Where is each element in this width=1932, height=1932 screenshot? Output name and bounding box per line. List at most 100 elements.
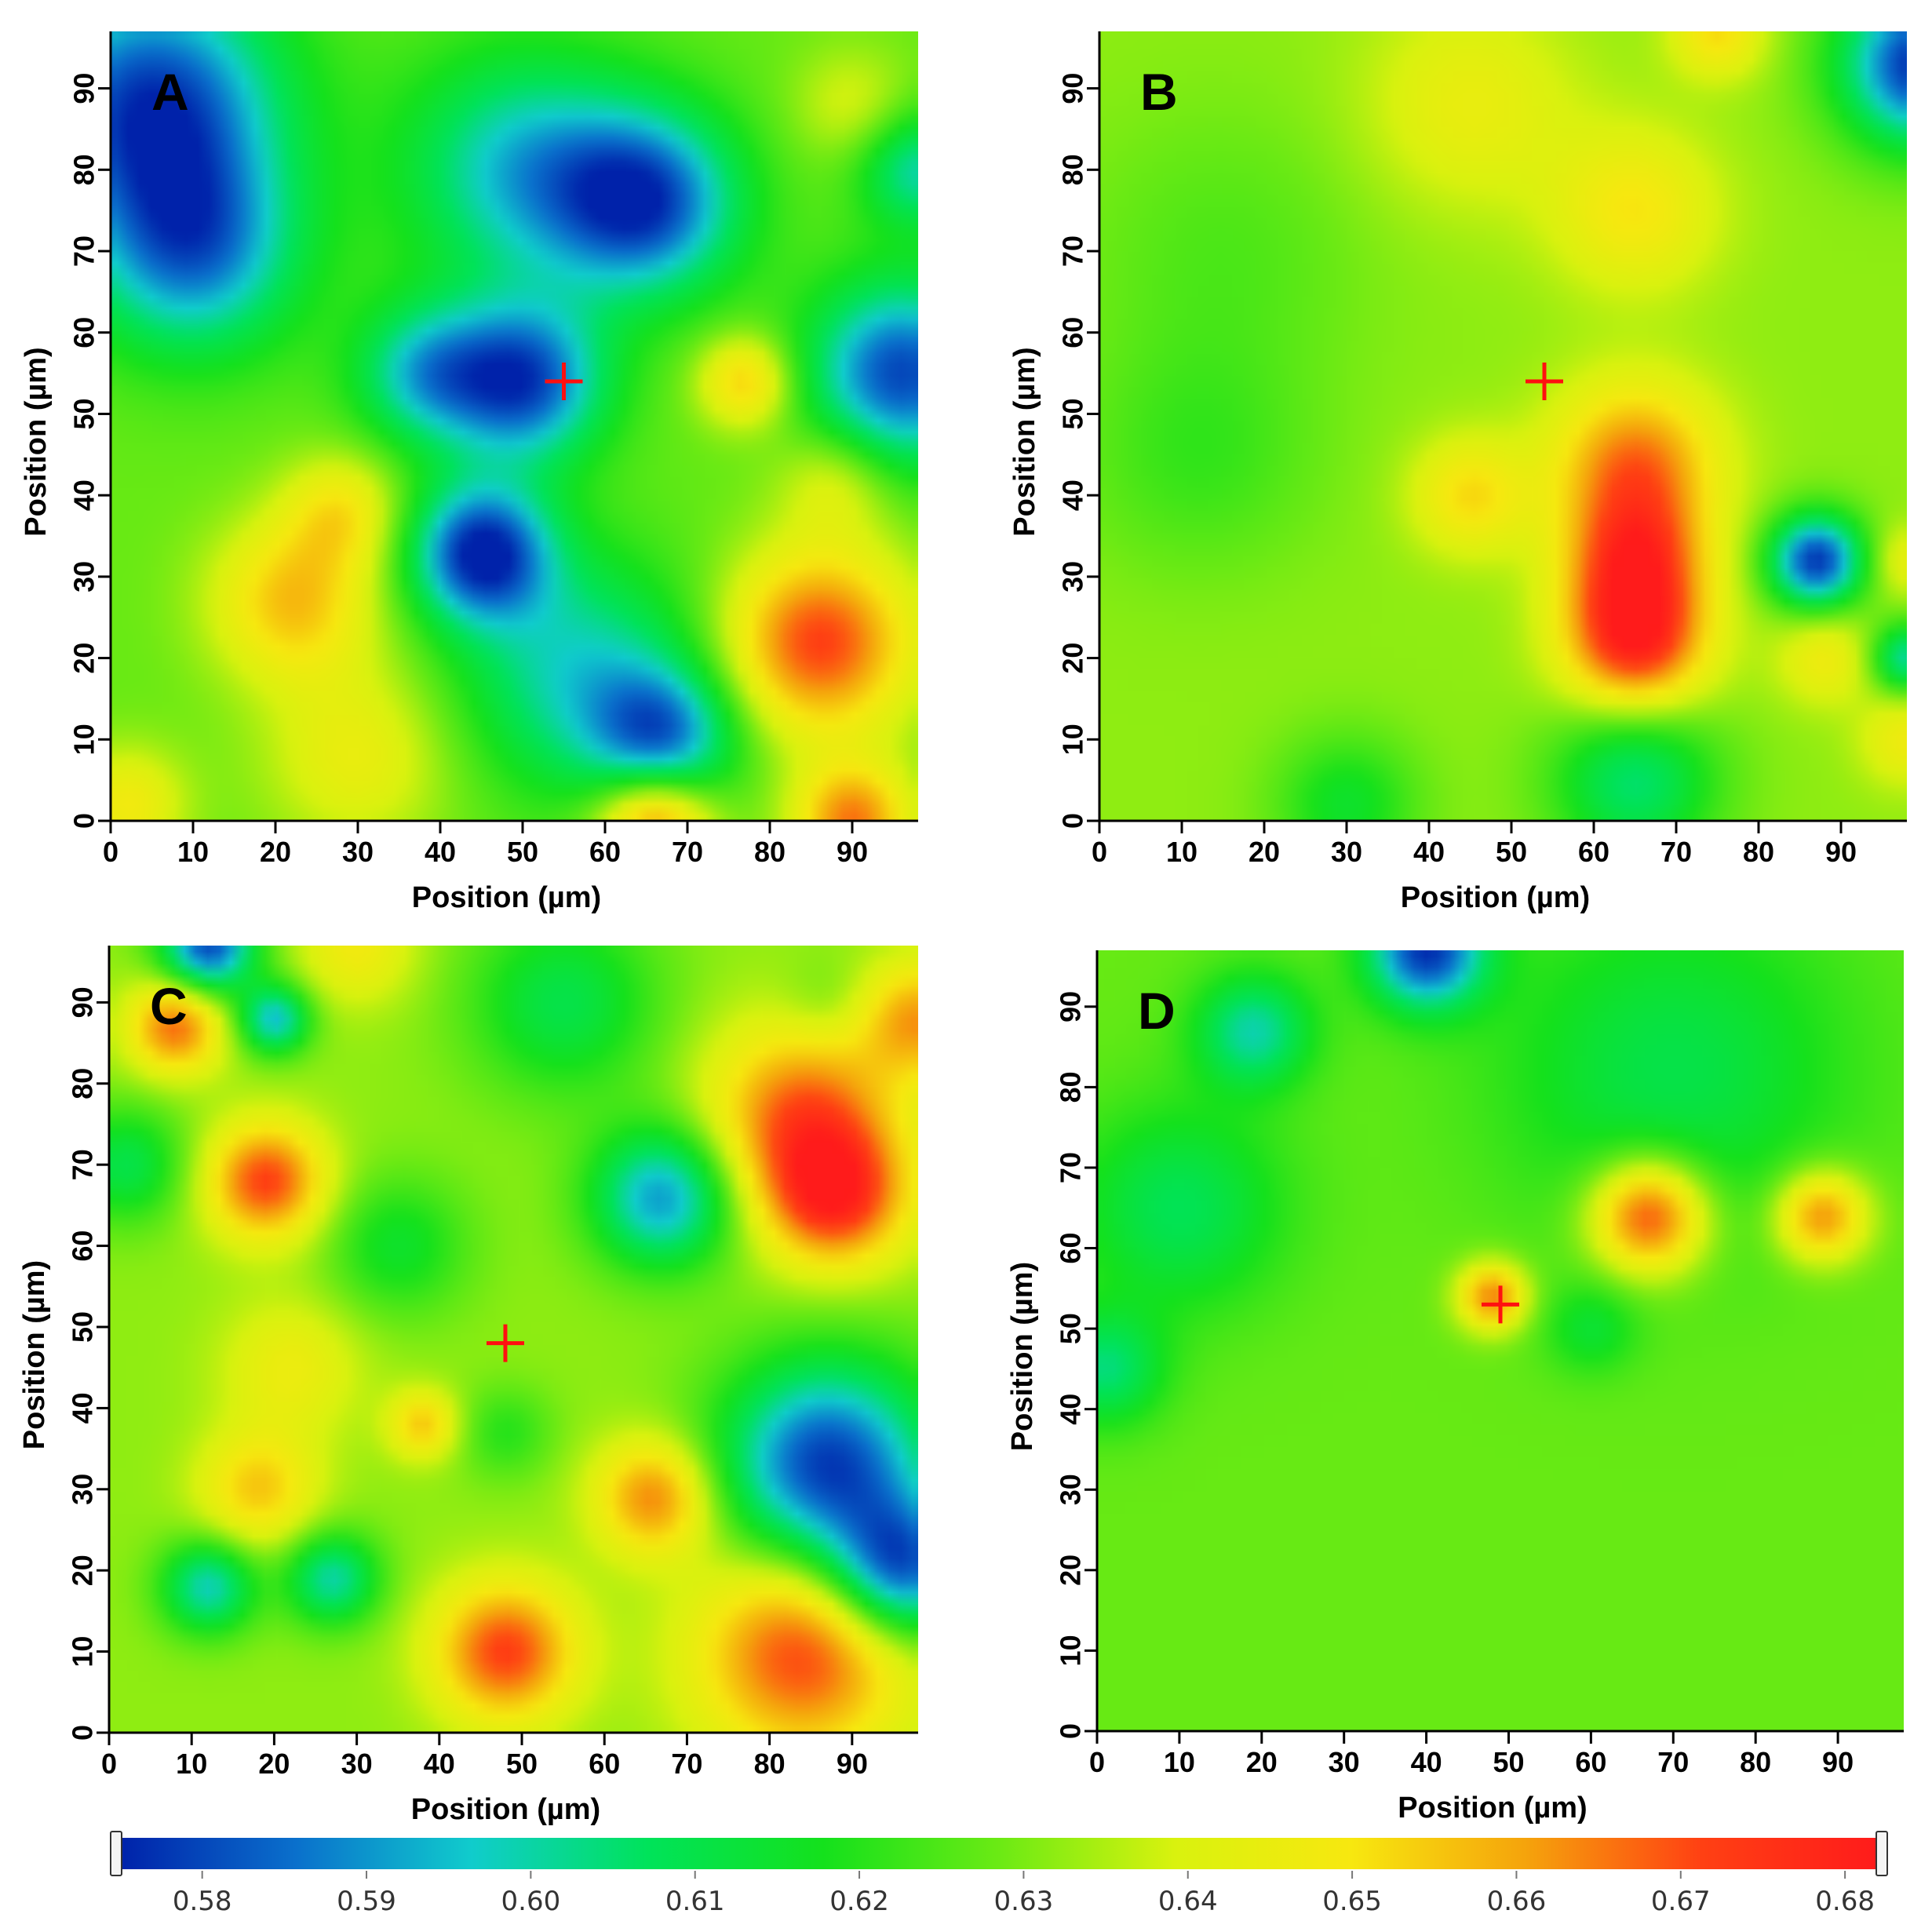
x-tick-label: 30 <box>1329 1746 1360 1778</box>
y-tick-label: 50 <box>67 1311 99 1343</box>
x-tick-label: 50 <box>506 1748 538 1780</box>
y-tick-label: 50 <box>1055 1313 1087 1344</box>
colorbar-tick-label: 0.61 <box>665 1886 725 1917</box>
colorbar-tick-label: 0.58 <box>173 1886 232 1917</box>
y-tick-label: 70 <box>68 235 100 267</box>
panel-letter: A <box>151 63 189 121</box>
y-tick-label: 20 <box>68 643 100 674</box>
y-axis-label: Position (µm) <box>1006 1262 1039 1451</box>
x-tick-label: 90 <box>1825 836 1857 868</box>
x-tick-label: 80 <box>1740 1746 1771 1778</box>
x-tick-label: 60 <box>589 1748 620 1780</box>
marker-cross <box>1526 362 1563 400</box>
y-tick-label: 90 <box>67 986 99 1018</box>
y-tick-label: 40 <box>1055 1394 1087 1425</box>
marker-cross <box>486 1324 524 1362</box>
y-tick-label: 0 <box>1057 813 1089 829</box>
panel-a: 0 10 20 30 40 50 60 70 80 90 0 10 20 30 40 50 60 70 80 90 Po… <box>20 31 918 914</box>
panel-c: 0 10 20 30 40 50 60 70 80 90 0 10 20 30 40 50 60 70 80 90 Po… <box>18 946 918 1826</box>
x-tick-label: 70 <box>671 1748 702 1780</box>
y-tick-label: 10 <box>68 724 100 755</box>
x-tick-label: 90 <box>837 836 868 868</box>
y-tick-label: 30 <box>68 561 100 592</box>
y-tick-label: 80 <box>68 154 100 185</box>
y-tick-label: 90 <box>68 73 100 104</box>
heatmap-c <box>109 946 918 1733</box>
panel-b: 0 10 20 30 40 50 60 70 80 90 0 10 20 30 40 50 60 70 80 90 Po… <box>1008 31 1907 914</box>
marker-cross <box>1482 1285 1519 1324</box>
x-axis-label: Position (µm) <box>1401 881 1590 914</box>
y-axis-label: Position (µm) <box>18 1260 51 1449</box>
x-tick-label: 90 <box>837 1748 868 1780</box>
y-tick-label: 80 <box>1055 1071 1087 1103</box>
x-tick-label: 10 <box>1164 1746 1195 1778</box>
colorbar: 0.58 0.59 0.60 0.61 0.62 0.63 0.64 0.65 0.66 0.67… <box>110 1831 1888 1917</box>
colorbar-max-handle[interactable] <box>1875 1831 1888 1876</box>
y-tick-label: 80 <box>1057 154 1089 185</box>
x-tick-label: 60 <box>1575 1746 1606 1778</box>
x-tick-label: 70 <box>1660 836 1692 868</box>
y-tick-label: 0 <box>1055 1723 1087 1739</box>
colorbar-tick-label: 0.62 <box>829 1886 889 1917</box>
y-axis-label: Position (µm) <box>1008 347 1041 536</box>
y-tick-label: 40 <box>1057 479 1089 511</box>
x-tick-label: 80 <box>1743 836 1774 868</box>
y-tick-label: 20 <box>67 1555 99 1586</box>
x-tick-label: 30 <box>342 836 374 868</box>
y-tick-label: 70 <box>1055 1152 1087 1183</box>
y-tick-label: 40 <box>67 1392 99 1423</box>
y-axis-label: Position (µm) <box>20 347 53 536</box>
y-tick-label: 30 <box>67 1474 99 1505</box>
x-tick-label: 20 <box>258 1748 290 1780</box>
heatmap-a <box>111 31 918 821</box>
x-tick-label: 20 <box>260 836 291 868</box>
x-tick-label: 30 <box>341 1748 373 1780</box>
x-axis-label: Position (µm) <box>411 1793 600 1826</box>
y-tick-label: 10 <box>1055 1635 1087 1666</box>
colorbar-tick-label: 0.60 <box>501 1886 561 1917</box>
x-tick-label: 40 <box>1411 1746 1442 1778</box>
panel-d: 0 10 20 30 40 50 60 70 80 90 0 10 20 30 40 50 60 70 80 90 Po… <box>1006 950 1904 1824</box>
x-tick-label: 70 <box>1657 1746 1689 1778</box>
x-axis-label: Position (µm) <box>412 881 601 914</box>
y-tick-label: 20 <box>1057 643 1089 674</box>
colorbar-tick-label: 0.68 <box>1815 1886 1875 1917</box>
x-tick-label: 30 <box>1331 836 1362 868</box>
x-tick-label: 10 <box>176 1748 207 1780</box>
y-tick-label: 10 <box>1057 724 1089 755</box>
x-tick-label: 50 <box>1493 1746 1524 1778</box>
y-tick-label: 70 <box>1057 235 1089 267</box>
x-tick-label: 0 <box>1092 836 1107 868</box>
panel-letter: D <box>1138 982 1176 1040</box>
y-tick-label: 30 <box>1055 1474 1087 1505</box>
y-tick-label: 30 <box>1057 561 1089 592</box>
y-tick-label: 60 <box>1057 317 1089 348</box>
y-tick-label: 50 <box>1057 398 1089 429</box>
colorbar-gradient <box>120 1838 1878 1869</box>
x-tick-label: 0 <box>101 1748 117 1780</box>
heatmap-b <box>1099 31 1907 821</box>
x-tick-label: 20 <box>1249 836 1280 868</box>
colorbar-min-handle[interactable] <box>110 1831 122 1876</box>
x-tick-label: 50 <box>507 836 538 868</box>
panel-letter: C <box>150 977 188 1035</box>
x-tick-label: 40 <box>1413 836 1445 868</box>
heatmap-d <box>1097 950 1904 1731</box>
marker-cross <box>545 362 583 400</box>
x-tick-label: 80 <box>754 836 786 868</box>
x-tick-label: 10 <box>1166 836 1197 868</box>
y-tick-label: 80 <box>67 1068 99 1099</box>
x-tick-label: 50 <box>1496 836 1527 868</box>
y-tick-label: 70 <box>67 1149 99 1180</box>
colorbar-tick-label: 0.59 <box>337 1886 396 1917</box>
y-tick-label: 90 <box>1055 991 1087 1023</box>
x-tick-label: 0 <box>1089 1746 1105 1778</box>
colorbar-tick-label: 0.64 <box>1158 1886 1218 1917</box>
x-tick-label: 90 <box>1822 1746 1854 1778</box>
y-tick-label: 10 <box>67 1636 99 1668</box>
x-tick-label: 60 <box>589 836 621 868</box>
x-tick-label: 60 <box>1578 836 1609 868</box>
y-tick-label: 60 <box>68 317 100 348</box>
colorbar-tick-label: 0.66 <box>1487 1886 1547 1917</box>
